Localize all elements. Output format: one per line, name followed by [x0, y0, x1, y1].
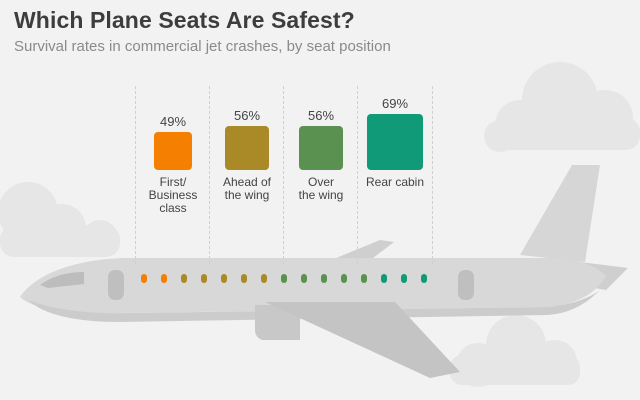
rear-door: [458, 270, 474, 300]
seat-window-dots: [141, 274, 427, 283]
category-label-1: First/ Business class: [148, 175, 198, 215]
data-label-1: 49%: [159, 113, 187, 129]
seat-window-dot: [221, 274, 227, 283]
seat-column-1: 49% First/ Business class: [135, 86, 210, 264]
seat-window-dot: [381, 274, 387, 283]
cockpit-window: [40, 272, 84, 288]
chart-title: Which Plane Seats Are Safest?: [14, 7, 355, 33]
front-door: [108, 270, 124, 300]
data-label-2: 56%: [233, 107, 261, 123]
seat-window-dot: [281, 274, 287, 283]
seat-column-4: 69% Rear cabin: [357, 86, 433, 264]
seat-window-dot: [161, 274, 167, 283]
data-label-4: 69%: [381, 95, 409, 111]
bar-3: [298, 125, 344, 170]
cloud-left: [0, 182, 120, 257]
seat-window-dot: [401, 274, 407, 283]
seat-window-dot: [421, 274, 427, 283]
category-label-3: Over the wing: [298, 175, 344, 202]
seat-column-2: 56% Ahead of the wing: [209, 86, 284, 264]
seat-window-dot: [261, 274, 267, 283]
fuselage-belly: [28, 290, 600, 322]
category-label-4: Rear cabin: [365, 175, 425, 189]
bar-2: [224, 125, 270, 170]
seat-window-dot: [301, 274, 307, 283]
fuselage: [20, 258, 606, 314]
tail-fin: [520, 165, 600, 262]
category-label-2: Ahead of the wing: [222, 175, 272, 202]
seat-window-dot: [241, 274, 247, 283]
seat-window-dot: [321, 274, 327, 283]
seat-window-dot: [201, 274, 207, 283]
cloud-top-right: [484, 62, 640, 152]
airplane: [20, 165, 628, 378]
seat-window-dot: [141, 274, 147, 283]
data-label-3: 56%: [307, 107, 335, 123]
seat-window-dot: [361, 274, 367, 283]
chart-subtitle: Survival rates in commercial jet crashes…: [14, 38, 391, 55]
bar-4: [366, 113, 424, 170]
seat-window-dot: [181, 274, 187, 283]
bar-1: [153, 131, 193, 170]
seat-column-3: 56% Over the wing: [283, 86, 358, 264]
engine: [255, 305, 300, 340]
cloud-bottom-right: [450, 315, 580, 387]
near-wing: [265, 302, 460, 378]
seat-window-dot: [341, 274, 347, 283]
